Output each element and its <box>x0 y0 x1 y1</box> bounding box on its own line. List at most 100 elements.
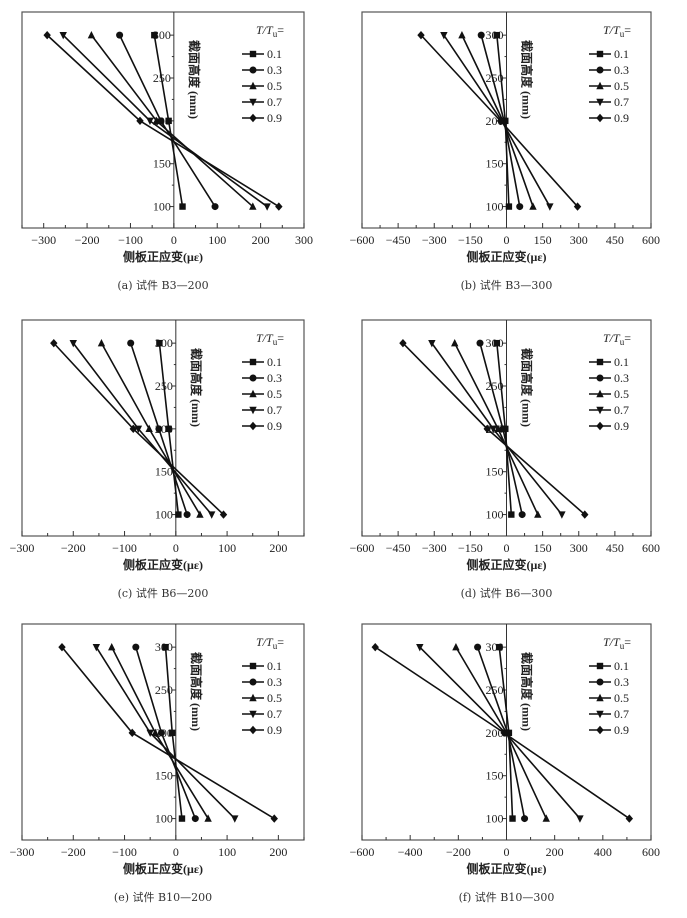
series-0.1 <box>156 339 182 518</box>
data-point-square <box>162 643 169 651</box>
legend-marker-triangle-up <box>249 389 257 398</box>
data-point-diamond <box>50 338 58 348</box>
x-tick-label: 0 <box>173 541 179 555</box>
legend-item-0.3: 0.3 <box>589 675 629 689</box>
y-axis-label: 截面高度 (mm) <box>189 652 204 731</box>
chart-panel-c: −300 −200 −100 0 100 200 100 150 200 250 300 截面高度 (… <box>0 308 340 612</box>
legend-marker-triangle-down <box>249 98 257 107</box>
legend-item-0.1: 0.1 <box>242 659 282 673</box>
y-tick-label: 100 <box>153 200 171 214</box>
x-tick-label: 0 <box>171 233 177 247</box>
legend-item-0.5: 0.5 <box>242 387 282 401</box>
data-point-diamond <box>275 202 283 211</box>
legend-item-0.7: 0.7 <box>242 403 282 417</box>
legend-title: T/Tu= <box>603 635 631 651</box>
legend-label: 0.5 <box>267 387 282 401</box>
legend-label: 0.1 <box>614 47 629 61</box>
legend-item-0.5: 0.5 <box>589 691 629 705</box>
data-point-triangle-down <box>440 31 448 40</box>
data-point-diamond <box>129 424 137 434</box>
series-0.3 <box>127 339 191 519</box>
x-tick-label: 100 <box>208 233 226 247</box>
legend-marker-triangle-down <box>596 710 604 719</box>
x-tick-label: 100 <box>218 541 236 555</box>
legend-marker-circle <box>596 678 604 686</box>
x-tick-label: −200 <box>75 233 100 247</box>
legend-item-0.3: 0.3 <box>242 675 282 689</box>
legend-marker-triangle-up <box>249 81 257 90</box>
legend-item-0.9: 0.9 <box>589 111 629 125</box>
x-tick-label: 0 <box>504 845 510 859</box>
y-tick-label: 150 <box>486 769 504 783</box>
data-point-triangle-down <box>489 425 497 434</box>
legend-label: 0.1 <box>614 355 629 369</box>
legend-item-0.7: 0.7 <box>242 707 282 721</box>
x-tick-label: −450 <box>386 233 411 247</box>
data-point-square <box>165 425 172 433</box>
legend-label: 0.3 <box>267 371 282 385</box>
x-tick-label: 200 <box>269 845 287 859</box>
data-point-diamond <box>496 116 505 126</box>
plot-frame <box>21 319 305 537</box>
data-point-circle <box>157 729 165 737</box>
legend-title: T/Tu= <box>603 331 631 347</box>
data-point-diamond <box>371 642 379 652</box>
y-tick-label: 150 <box>486 465 504 479</box>
panel-caption: (d) 试件 B6—300 <box>461 587 553 600</box>
data-point-triangle-up <box>152 116 161 125</box>
data-point-triangle-up <box>458 30 466 39</box>
x-tick-label: 300 <box>570 541 588 555</box>
series-0.5 <box>97 338 204 518</box>
legend-label: 0.3 <box>614 675 629 689</box>
chart-panel-a: −300−200−1000100200300100150200250300截面高… <box>0 0 340 304</box>
legend-marker-circle <box>596 66 604 74</box>
y-tick-label: 150 <box>486 157 504 171</box>
y-tick-label: 300 <box>153 28 171 42</box>
x-tick-label: −600 <box>350 845 375 859</box>
data-point-square <box>178 815 186 822</box>
data-point-diamond <box>399 338 407 348</box>
x-tick-label: 600 <box>642 233 660 247</box>
legend-label: 0.5 <box>614 691 629 705</box>
legend-marker-square <box>596 50 604 58</box>
series-0.7 <box>428 339 566 519</box>
x-tick-label: 450 <box>606 541 624 555</box>
x-tick-label: −450 <box>386 541 411 555</box>
legend-label: 0.9 <box>614 723 629 737</box>
data-point-triangle-up <box>451 338 459 347</box>
data-point-triangle-up <box>529 202 537 210</box>
series-0.9 <box>417 30 582 211</box>
data-point-square <box>493 339 501 347</box>
x-tick-label: −150 <box>458 541 483 555</box>
x-tick-label: −200 <box>61 541 86 555</box>
data-point-triangle-down <box>263 203 271 211</box>
x-axis-label: 侧板正应变(με) <box>123 557 203 572</box>
x-tick-label: 200 <box>546 845 564 859</box>
legend-label: 0.3 <box>267 675 282 689</box>
data-point-diamond <box>417 30 425 40</box>
y-tick-label: 150 <box>155 465 173 479</box>
plot-frame <box>21 11 305 229</box>
chart-svg: −300−200−1000100200300100150200250300截面高… <box>21 11 313 292</box>
data-point-square <box>179 203 186 210</box>
data-point-triangle-down <box>134 425 143 434</box>
data-point-circle <box>132 643 140 651</box>
legend-item-0.5: 0.5 <box>589 387 629 401</box>
panel-caption: (a) 试件 B3—200 <box>117 279 208 292</box>
legend-marker-circle <box>249 374 257 382</box>
legend-marker-triangle-up <box>596 693 604 702</box>
legend-label: 0.9 <box>267 111 282 125</box>
series-0.7 <box>59 31 271 211</box>
legend-label: 0.7 <box>614 403 629 417</box>
legend-item-0.5: 0.5 <box>242 79 282 93</box>
x-tick-label: 100 <box>218 845 236 859</box>
legend-label: 0.1 <box>614 659 629 673</box>
legend-marker-triangle-up <box>596 389 604 398</box>
data-point-diamond <box>573 202 582 211</box>
legend-item-0.9: 0.9 <box>242 723 282 737</box>
x-tick-label: −300 <box>10 845 35 859</box>
legend-label: 0.3 <box>267 63 282 77</box>
x-tick-label: −200 <box>61 845 86 859</box>
data-point-triangle-up <box>542 814 550 822</box>
legend-item-0.1: 0.1 <box>242 355 282 369</box>
